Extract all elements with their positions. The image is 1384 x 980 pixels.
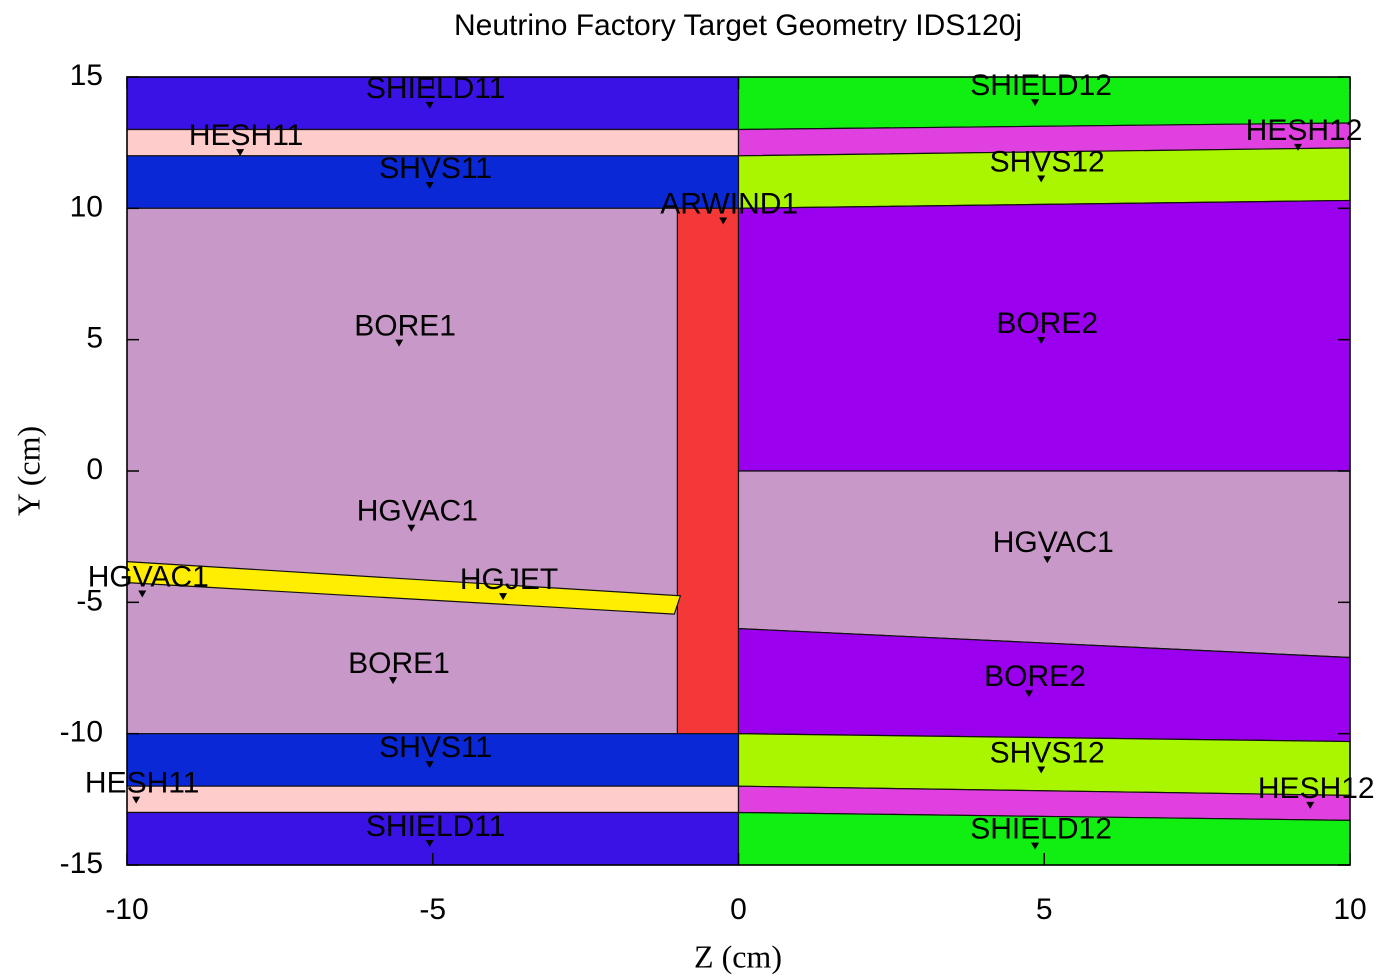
label-marker xyxy=(132,796,141,804)
y-tick-label: 15 xyxy=(70,59,103,92)
chart-title: Neutrino Factory Target Geometry IDS120j xyxy=(454,9,1022,42)
label-marker xyxy=(1024,690,1033,698)
x-axis-label: Z (cm) xyxy=(694,938,782,974)
label-marker xyxy=(719,217,728,225)
region-label: ARWIND1 xyxy=(660,187,798,220)
x-tick-label: -10 xyxy=(105,893,148,926)
region-label: BORE2 xyxy=(984,660,1086,693)
label-marker xyxy=(1031,842,1040,850)
region-label: HGJET xyxy=(460,563,558,596)
region-label: HGVAC1 xyxy=(88,560,209,593)
label-marker xyxy=(425,839,434,847)
region-label: HGVAC1 xyxy=(993,526,1114,559)
region-label: SHIELD12 xyxy=(970,813,1112,846)
region-label: SHIELD11 xyxy=(366,810,506,843)
region-label: HESH11 xyxy=(189,119,304,152)
label-marker xyxy=(425,182,434,190)
region xyxy=(737,470,1351,659)
label-marker xyxy=(499,593,508,601)
x-tick-label: 10 xyxy=(1333,893,1366,926)
label-marker xyxy=(138,590,147,598)
region xyxy=(676,207,740,735)
region xyxy=(126,785,740,814)
y-tick-label: 10 xyxy=(70,190,103,223)
region-label: SHIELD12 xyxy=(970,69,1112,102)
label-marker xyxy=(1306,801,1315,809)
label-marker xyxy=(395,339,404,347)
region-label: BORE1 xyxy=(354,310,456,343)
label-marker xyxy=(1294,143,1303,151)
region-label: BORE2 xyxy=(996,307,1098,340)
y-tick-label: -10 xyxy=(60,716,103,749)
region-label: HESH12 xyxy=(1258,772,1375,805)
region-label: HESH12 xyxy=(1246,114,1363,147)
x-tick-label: 0 xyxy=(730,893,747,926)
label-marker xyxy=(1031,99,1040,107)
label-marker xyxy=(425,101,434,109)
label-marker xyxy=(1037,175,1046,183)
label-marker xyxy=(1037,336,1046,344)
label-marker xyxy=(425,761,434,769)
region-label: SHVS12 xyxy=(990,736,1105,769)
y-tick-label: 5 xyxy=(86,322,103,355)
region-label: HESH11 xyxy=(85,767,200,800)
region-label: HGVAC1 xyxy=(357,495,478,528)
y-tick-label: -15 xyxy=(60,847,103,880)
region-label: SHVS11 xyxy=(379,731,492,764)
label-marker xyxy=(236,149,245,157)
label-marker xyxy=(407,524,416,532)
region-label: SHVS11 xyxy=(379,152,492,185)
label-marker xyxy=(1037,766,1046,774)
x-tick-label: -5 xyxy=(419,893,446,926)
label-marker xyxy=(389,677,398,685)
x-tick-label: 5 xyxy=(1036,893,1053,926)
y-axis-label: Y (cm) xyxy=(10,426,46,516)
y-tick-label: -5 xyxy=(76,584,103,617)
y-tick-label: 0 xyxy=(86,453,103,486)
region-label: SHVS12 xyxy=(990,145,1105,178)
label-marker xyxy=(1043,556,1052,564)
region-label: BORE1 xyxy=(348,647,450,680)
